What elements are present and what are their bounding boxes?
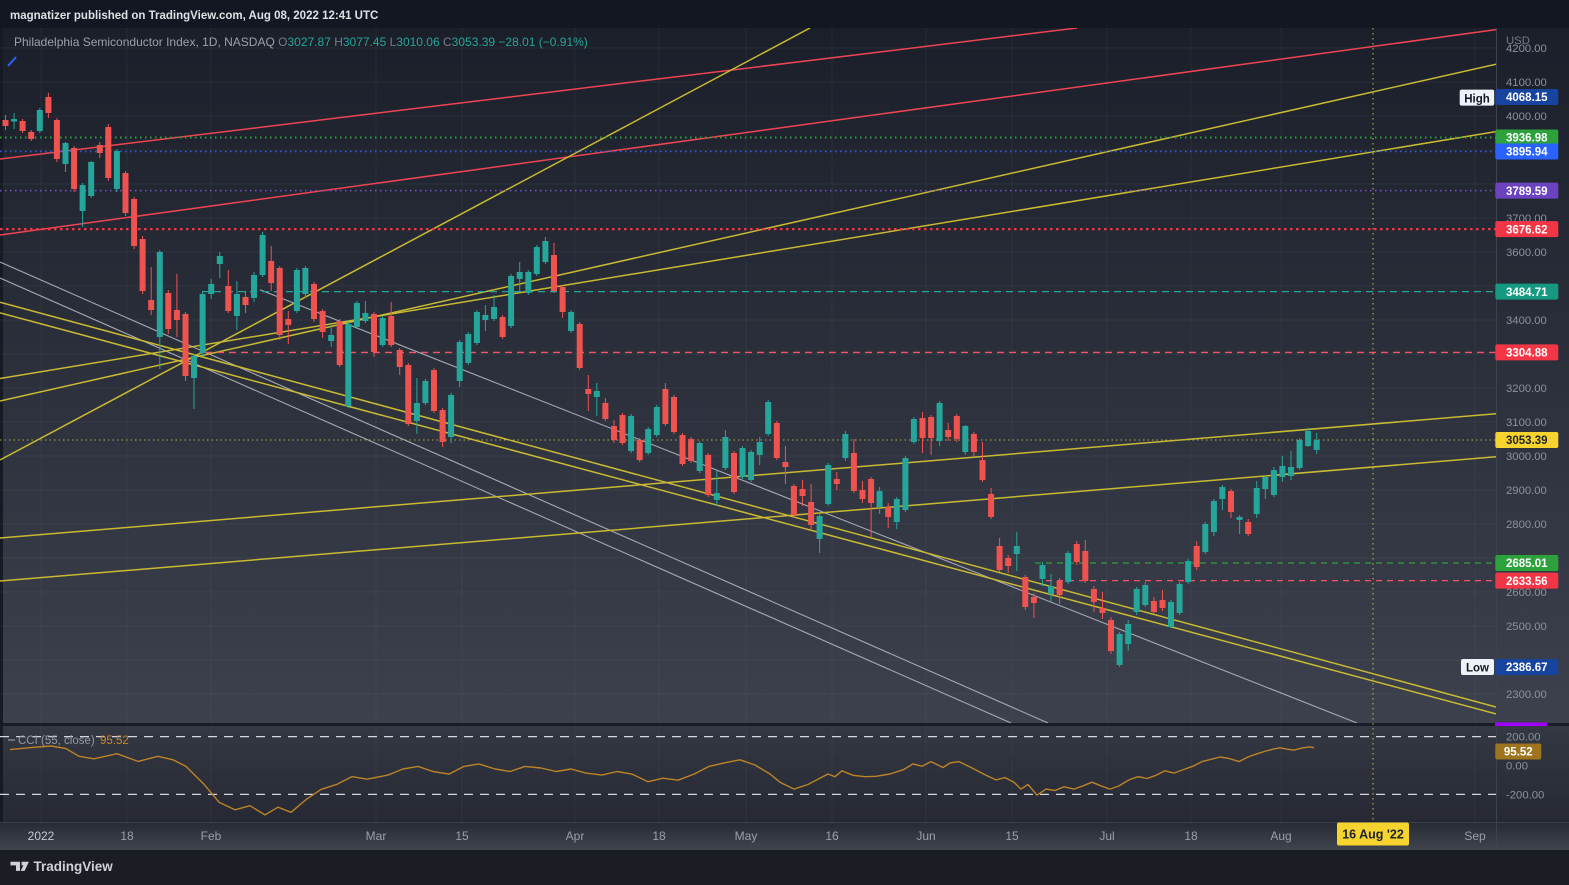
- svg-text:3400.00: 3400.00: [1506, 315, 1547, 327]
- svg-text:0.00: 0.00: [1506, 760, 1528, 772]
- svg-text:16 Aug '22: 16 Aug '22: [1342, 828, 1404, 842]
- svg-text:Mar: Mar: [366, 829, 387, 843]
- svg-text:18: 18: [1184, 829, 1198, 843]
- svg-text:Jun: Jun: [916, 829, 935, 843]
- svg-text:3304.88: 3304.88: [1506, 348, 1548, 360]
- svg-text:May: May: [735, 829, 758, 843]
- svg-text:TradingView: TradingView: [34, 859, 114, 874]
- svg-text:18: 18: [120, 829, 134, 843]
- svg-text:High: High: [1464, 93, 1490, 105]
- svg-text:200.00: 200.00: [1506, 732, 1541, 744]
- svg-text:Sep: Sep: [1464, 829, 1486, 843]
- svg-text:Jul: Jul: [1099, 829, 1114, 843]
- svg-text:15: 15: [1005, 829, 1019, 843]
- svg-text:4000.00: 4000.00: [1506, 111, 1547, 123]
- svg-text:Aug: Aug: [1270, 829, 1291, 843]
- svg-text:3053.39: 3053.39: [1506, 435, 1548, 447]
- svg-text:2800.00: 2800.00: [1506, 519, 1547, 531]
- svg-text:Philadelphia Semiconductor Ind: Philadelphia Semiconductor Index, 1D, NA…: [14, 35, 588, 49]
- svg-text:2500.00: 2500.00: [1506, 621, 1547, 633]
- svg-text:2386.67: 2386.67: [1506, 662, 1548, 674]
- svg-text:Apr: Apr: [566, 829, 585, 843]
- svg-text:2685.01: 2685.01: [1506, 558, 1548, 570]
- svg-text:2633.56: 2633.56: [1506, 576, 1548, 588]
- svg-text:2022: 2022: [28, 829, 55, 843]
- svg-text:Feb: Feb: [201, 829, 222, 843]
- svg-text:-200.00: -200.00: [1506, 789, 1544, 801]
- svg-text:15: 15: [455, 829, 469, 843]
- svg-text:3100.00: 3100.00: [1506, 417, 1547, 429]
- svg-text:4200.00: 4200.00: [1506, 43, 1547, 55]
- svg-text:16: 16: [825, 829, 839, 843]
- svg-text:18: 18: [652, 829, 666, 843]
- svg-text:4100.00: 4100.00: [1506, 77, 1547, 89]
- svg-text:CCI (55, close): CCI (55, close): [18, 735, 95, 747]
- svg-text:3676.62: 3676.62: [1506, 224, 1548, 236]
- svg-text:magnatizer published on Tradin: magnatizer published on TradingView.com,…: [10, 10, 378, 22]
- svg-text:4068.15: 4068.15: [1506, 92, 1548, 104]
- svg-text:3600.00: 3600.00: [1506, 247, 1547, 259]
- svg-text:3936.98: 3936.98: [1506, 133, 1548, 145]
- svg-text:95.52: 95.52: [1504, 747, 1533, 759]
- svg-text:3789.59: 3789.59: [1506, 186, 1548, 198]
- svg-text:USD: USD: [1506, 35, 1530, 47]
- svg-text:2600.00: 2600.00: [1506, 587, 1547, 599]
- svg-text:3895.94: 3895.94: [1506, 147, 1548, 159]
- svg-text:2300.00: 2300.00: [1506, 689, 1547, 701]
- svg-text:3200.00: 3200.00: [1506, 383, 1547, 395]
- svg-text:3000.00: 3000.00: [1506, 451, 1547, 463]
- svg-text:95.52: 95.52: [100, 735, 129, 747]
- svg-text:2900.00: 2900.00: [1506, 485, 1547, 497]
- svg-text:Low: Low: [1466, 663, 1489, 675]
- svg-text:3484.71: 3484.71: [1506, 287, 1548, 299]
